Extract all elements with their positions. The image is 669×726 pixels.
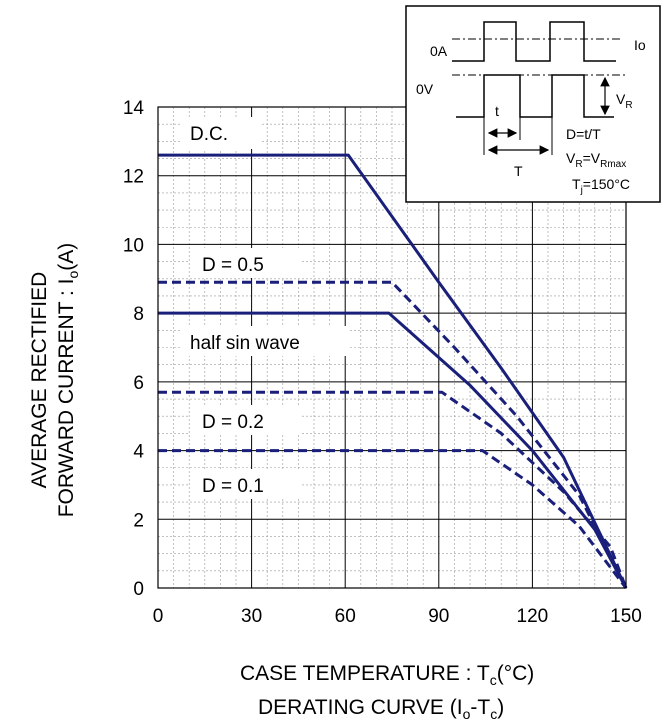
label-half-sin-text: half sin wave bbox=[190, 333, 300, 354]
chart-caption: DERATING CURVE (Io-Tc) bbox=[258, 696, 504, 722]
label-d02-text: D = 0.2 bbox=[202, 412, 264, 433]
series-line-0 bbox=[158, 153, 628, 589]
y-axis-title-tail: (A) bbox=[55, 243, 78, 271]
inset-label-VR: VR bbox=[616, 91, 633, 111]
x-axis-title: CASE TEMPERATURE : Tc(°C) bbox=[240, 662, 534, 688]
inset-label-0V: 0V bbox=[416, 81, 434, 97]
series-line-3 bbox=[158, 390, 628, 589]
x-tick-label: 90 bbox=[428, 606, 449, 627]
x-tick-label: 120 bbox=[517, 606, 549, 627]
inset-eq-vr: VR=VRmax bbox=[566, 150, 626, 170]
label-d01-text: D = 0.1 bbox=[202, 476, 264, 497]
y-axis-title: AVERAGE RECTIFIED FORWARD CURRENT : Io(A… bbox=[28, 243, 81, 518]
waveform-inset: 0A 0V Io VR t T D=t/T VR=VRmax Tj=150°C bbox=[405, 5, 661, 203]
inset-label-Io: Io bbox=[634, 37, 646, 53]
x-axis-title-main: CASE TEMPERATURE : T bbox=[240, 662, 490, 685]
y-tick-labels: 0 2 4 6 8 10 12 14 bbox=[123, 98, 145, 600]
x-tick-labels: 0 30 60 90 120 150 bbox=[153, 606, 642, 627]
series-line-1 bbox=[158, 280, 628, 589]
y-axis-title-line2: FORWARD CURRENT : I bbox=[55, 279, 78, 518]
svg-text:FORWARD CURRENT : Io(A): FORWARD CURRENT : Io(A) bbox=[55, 243, 81, 518]
series-line-4 bbox=[158, 449, 628, 589]
y-tick-label: 14 bbox=[123, 98, 145, 119]
y-axis-title-sub: o bbox=[65, 271, 81, 279]
x-tick-label: 30 bbox=[241, 606, 262, 627]
caption-main: DERATING CURVE (I bbox=[258, 696, 463, 719]
label-d05: D = 0.5 bbox=[190, 248, 302, 278]
current-waveform bbox=[452, 21, 616, 62]
x-tick-label: 0 bbox=[153, 606, 164, 627]
x-tick-label: 60 bbox=[335, 606, 356, 627]
caption-sub1: o bbox=[463, 706, 471, 722]
inset-eq-vr-mid: =V bbox=[583, 150, 601, 166]
inset-label-T: T bbox=[514, 163, 523, 179]
inset-eq-tj-sub: j bbox=[580, 185, 583, 196]
y-tick-label: 2 bbox=[133, 510, 144, 531]
y-axis-title-line1: AVERAGE RECTIFIED bbox=[28, 272, 51, 489]
inset-eq-vr-sub2: Rmax bbox=[600, 159, 626, 170]
label-d01: D = 0.1 bbox=[190, 469, 302, 499]
series-lines bbox=[158, 153, 628, 589]
inset-eq-tj-tail: =150°C bbox=[583, 176, 630, 192]
y-tick-label: 6 bbox=[133, 373, 144, 394]
x-tick-label: 150 bbox=[610, 606, 642, 627]
inset-vr-main: V bbox=[616, 91, 626, 107]
caption-tail: ) bbox=[497, 696, 504, 719]
label-dc: D.C. bbox=[180, 117, 262, 149]
voltage-waveform bbox=[456, 74, 614, 118]
inset-vr-sub: R bbox=[625, 100, 632, 111]
y-tick-label: 4 bbox=[133, 442, 144, 463]
label-d02: D = 0.2 bbox=[190, 405, 302, 435]
label-dc-text: D.C. bbox=[190, 124, 228, 145]
caption-mid: -T bbox=[470, 696, 490, 719]
label-d05-text: D = 0.5 bbox=[202, 255, 264, 276]
series-line-2 bbox=[158, 311, 628, 589]
x-axis-title-tail: (°C) bbox=[497, 662, 535, 685]
inset-eq-tj: Tj=150°C bbox=[572, 176, 630, 196]
label-half-sin: half sin wave bbox=[180, 326, 348, 356]
y-tick-label: 0 bbox=[133, 579, 144, 600]
inset-label-0A: 0A bbox=[430, 43, 448, 59]
x-axis-title-sub: c bbox=[490, 672, 497, 688]
plot-frame bbox=[157, 106, 627, 589]
inset-eq-vr-main: V bbox=[566, 150, 576, 166]
inset-eq-vr-sub1: R bbox=[575, 159, 582, 170]
inset-label-t: t bbox=[495, 103, 499, 119]
svg-text:AVERAGE RECTIFIED: AVERAGE RECTIFIED bbox=[28, 272, 51, 489]
y-tick-label: 12 bbox=[123, 167, 144, 188]
y-tick-label: 8 bbox=[133, 304, 144, 325]
y-tick-label: 10 bbox=[123, 235, 144, 256]
caption-sub2: c bbox=[490, 706, 497, 722]
inset-eq-tj-main: T bbox=[572, 176, 581, 192]
inset-eq-duty: D=t/T bbox=[566, 126, 601, 142]
